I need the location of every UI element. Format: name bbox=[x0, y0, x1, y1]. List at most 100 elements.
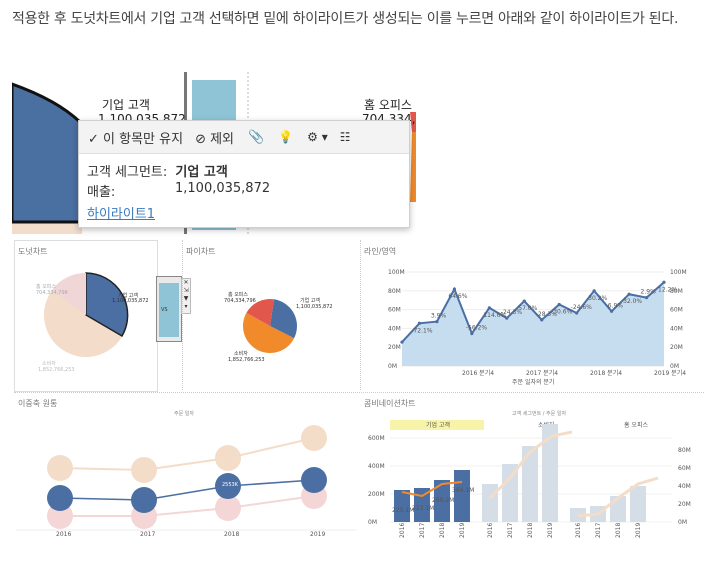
data-point bbox=[417, 321, 422, 325]
data-point bbox=[470, 331, 474, 336]
donut-chart bbox=[44, 272, 129, 357]
y-tick-label-right: 20M bbox=[670, 344, 683, 351]
point-label: 12.2% bbox=[658, 286, 677, 293]
exclude-button[interactable]: ⊘ 제외 bbox=[195, 131, 235, 147]
y-tick-label-right: 0M bbox=[678, 519, 687, 526]
pie-slice bbox=[270, 299, 297, 339]
tooltip-popup: ✓ 이 항목만 유지 ⊘ 제외 📎 💡 ⚙ ▾ ☷ 고객 세그먼트: 기업 고객… bbox=[78, 120, 410, 228]
home-line bbox=[577, 476, 659, 518]
point-label: 114.6% bbox=[483, 312, 506, 319]
keep-only-button[interactable]: ✓ 이 항목만 유지 bbox=[88, 131, 184, 147]
filter-icon[interactable]: ▼ bbox=[183, 295, 189, 302]
y-tick-label-right: 80M bbox=[678, 447, 691, 454]
segment-value: 기업 고객 bbox=[175, 165, 228, 180]
donut-value-cons: 1,852,766,253 bbox=[38, 367, 75, 373]
point-label: 64.6% bbox=[448, 293, 467, 300]
line-mid bbox=[227, 479, 315, 487]
y-tick-label: 200M bbox=[368, 491, 385, 498]
x-tick-label: 2016 bbox=[56, 531, 71, 538]
segment-label: 고객 세그먼트: bbox=[87, 165, 168, 180]
line-mid bbox=[59, 497, 145, 501]
dual-axis-chart: 2016 2017 2018 2019 bbox=[16, 425, 356, 538]
line-panel-title: 라인/영역 bbox=[364, 247, 397, 256]
x-tick-label: 2016 bbox=[399, 523, 406, 538]
point-label: -24.3% bbox=[501, 309, 523, 316]
group-icon[interactable]: ⚙ ▾ bbox=[307, 130, 328, 144]
pie-panel-title: 파이차트 bbox=[186, 247, 216, 256]
bar bbox=[394, 490, 410, 522]
x-tick-label: 2017 bbox=[507, 523, 514, 538]
data-point bbox=[522, 299, 526, 303]
data-point bbox=[487, 306, 491, 310]
x-tick-label: 2017 bbox=[140, 531, 155, 538]
filter-card-controls: ✕ ⇲ ▼ ▾ bbox=[181, 278, 191, 314]
x-tick-label: 2018 분기4 bbox=[590, 369, 622, 377]
data-point bbox=[505, 316, 509, 320]
combo-panel-title: 콤비네이션차트 bbox=[364, 399, 416, 408]
bar bbox=[434, 480, 450, 522]
point-label: 30.6% bbox=[553, 308, 572, 315]
pie-label-home: 홈 오피스 bbox=[228, 292, 248, 298]
y-tick-label-right: 40M bbox=[678, 483, 691, 490]
data-point bbox=[575, 311, 579, 315]
highlight-link[interactable]: 하이라이트1 bbox=[87, 207, 156, 222]
sales-row: 매출: 1,100,035,872 bbox=[87, 181, 270, 200]
bar bbox=[542, 424, 558, 522]
y-tick-label: 600M bbox=[368, 435, 385, 442]
bubble-top bbox=[47, 455, 73, 481]
y-tick-label: 0M bbox=[368, 519, 377, 526]
x-tick-label: 2019 bbox=[459, 523, 466, 538]
pie-value-corp: 1,100,035,872 bbox=[296, 304, 333, 310]
expand-icon[interactable]: ⇲ bbox=[183, 287, 189, 294]
data-point bbox=[540, 318, 544, 322]
paperclip-icon[interactable]: 📎 bbox=[248, 129, 265, 145]
y-tick-label: 20M bbox=[388, 344, 401, 351]
close-icon[interactable]: ✕ bbox=[183, 279, 189, 286]
x-tick-label: 2018 bbox=[224, 531, 239, 538]
data-point bbox=[557, 302, 561, 307]
line-top bbox=[227, 437, 315, 459]
lightbulb-icon[interactable]: 💡 bbox=[278, 130, 294, 144]
sales-value: 1,100,035,872 bbox=[175, 181, 271, 196]
pie-value-cons: 1,852,766,253 bbox=[228, 357, 265, 363]
bubble-top bbox=[215, 445, 241, 471]
point-label: 30.2% bbox=[588, 295, 607, 302]
menu-icon[interactable]: ▾ bbox=[184, 303, 188, 310]
bubble-top bbox=[301, 425, 327, 451]
segment-row: 고객 세그먼트: 기업 고객 bbox=[87, 161, 228, 180]
bar-label: 260.2M bbox=[432, 497, 454, 504]
combo-header: 고객 세그먼트 / 주문 일자 bbox=[512, 411, 567, 417]
top-label-right: 홈 오피스 bbox=[364, 98, 412, 112]
bubble-bottom bbox=[215, 495, 241, 521]
y-tick-label-right: 20M bbox=[678, 501, 691, 508]
bubble-mid bbox=[215, 473, 241, 499]
y-tick-label: 60M bbox=[388, 307, 401, 314]
group-label-corp: 기업 고객 bbox=[426, 421, 450, 429]
data-point bbox=[644, 296, 649, 300]
top-label-left: 기업 고객 bbox=[102, 98, 150, 112]
line-panel-divider bbox=[360, 240, 362, 390]
line-bottom bbox=[227, 495, 315, 509]
x-tick-label: 2017 bbox=[419, 523, 426, 538]
y-tick-label-right: 0M bbox=[670, 363, 679, 370]
corp-line bbox=[401, 481, 463, 498]
pie-slice bbox=[242, 312, 295, 354]
cons-line bbox=[488, 430, 573, 500]
line-bottom bbox=[143, 507, 229, 517]
x-tick-label: 2019 분기4 bbox=[654, 369, 686, 377]
area-fill bbox=[402, 282, 664, 366]
y-tick-label: 0M bbox=[388, 363, 397, 370]
bar bbox=[630, 486, 646, 522]
pie-chart bbox=[242, 299, 297, 354]
donut-value-home: 704,334,796 bbox=[36, 290, 68, 296]
bar bbox=[414, 488, 430, 522]
x-tick-label: 2016 bbox=[575, 523, 582, 538]
view-data-icon[interactable]: ☷ bbox=[339, 130, 351, 144]
bar bbox=[454, 470, 470, 522]
x-tick-label: 2019 bbox=[547, 523, 554, 538]
x-tick-label: 2017 분기4 bbox=[526, 369, 558, 377]
filter-card[interactable]: VS bbox=[156, 276, 182, 342]
dual-panel-title: 이중축 원통 bbox=[18, 399, 58, 408]
row-divider bbox=[14, 392, 704, 394]
point-label: -24.6% bbox=[571, 304, 593, 311]
